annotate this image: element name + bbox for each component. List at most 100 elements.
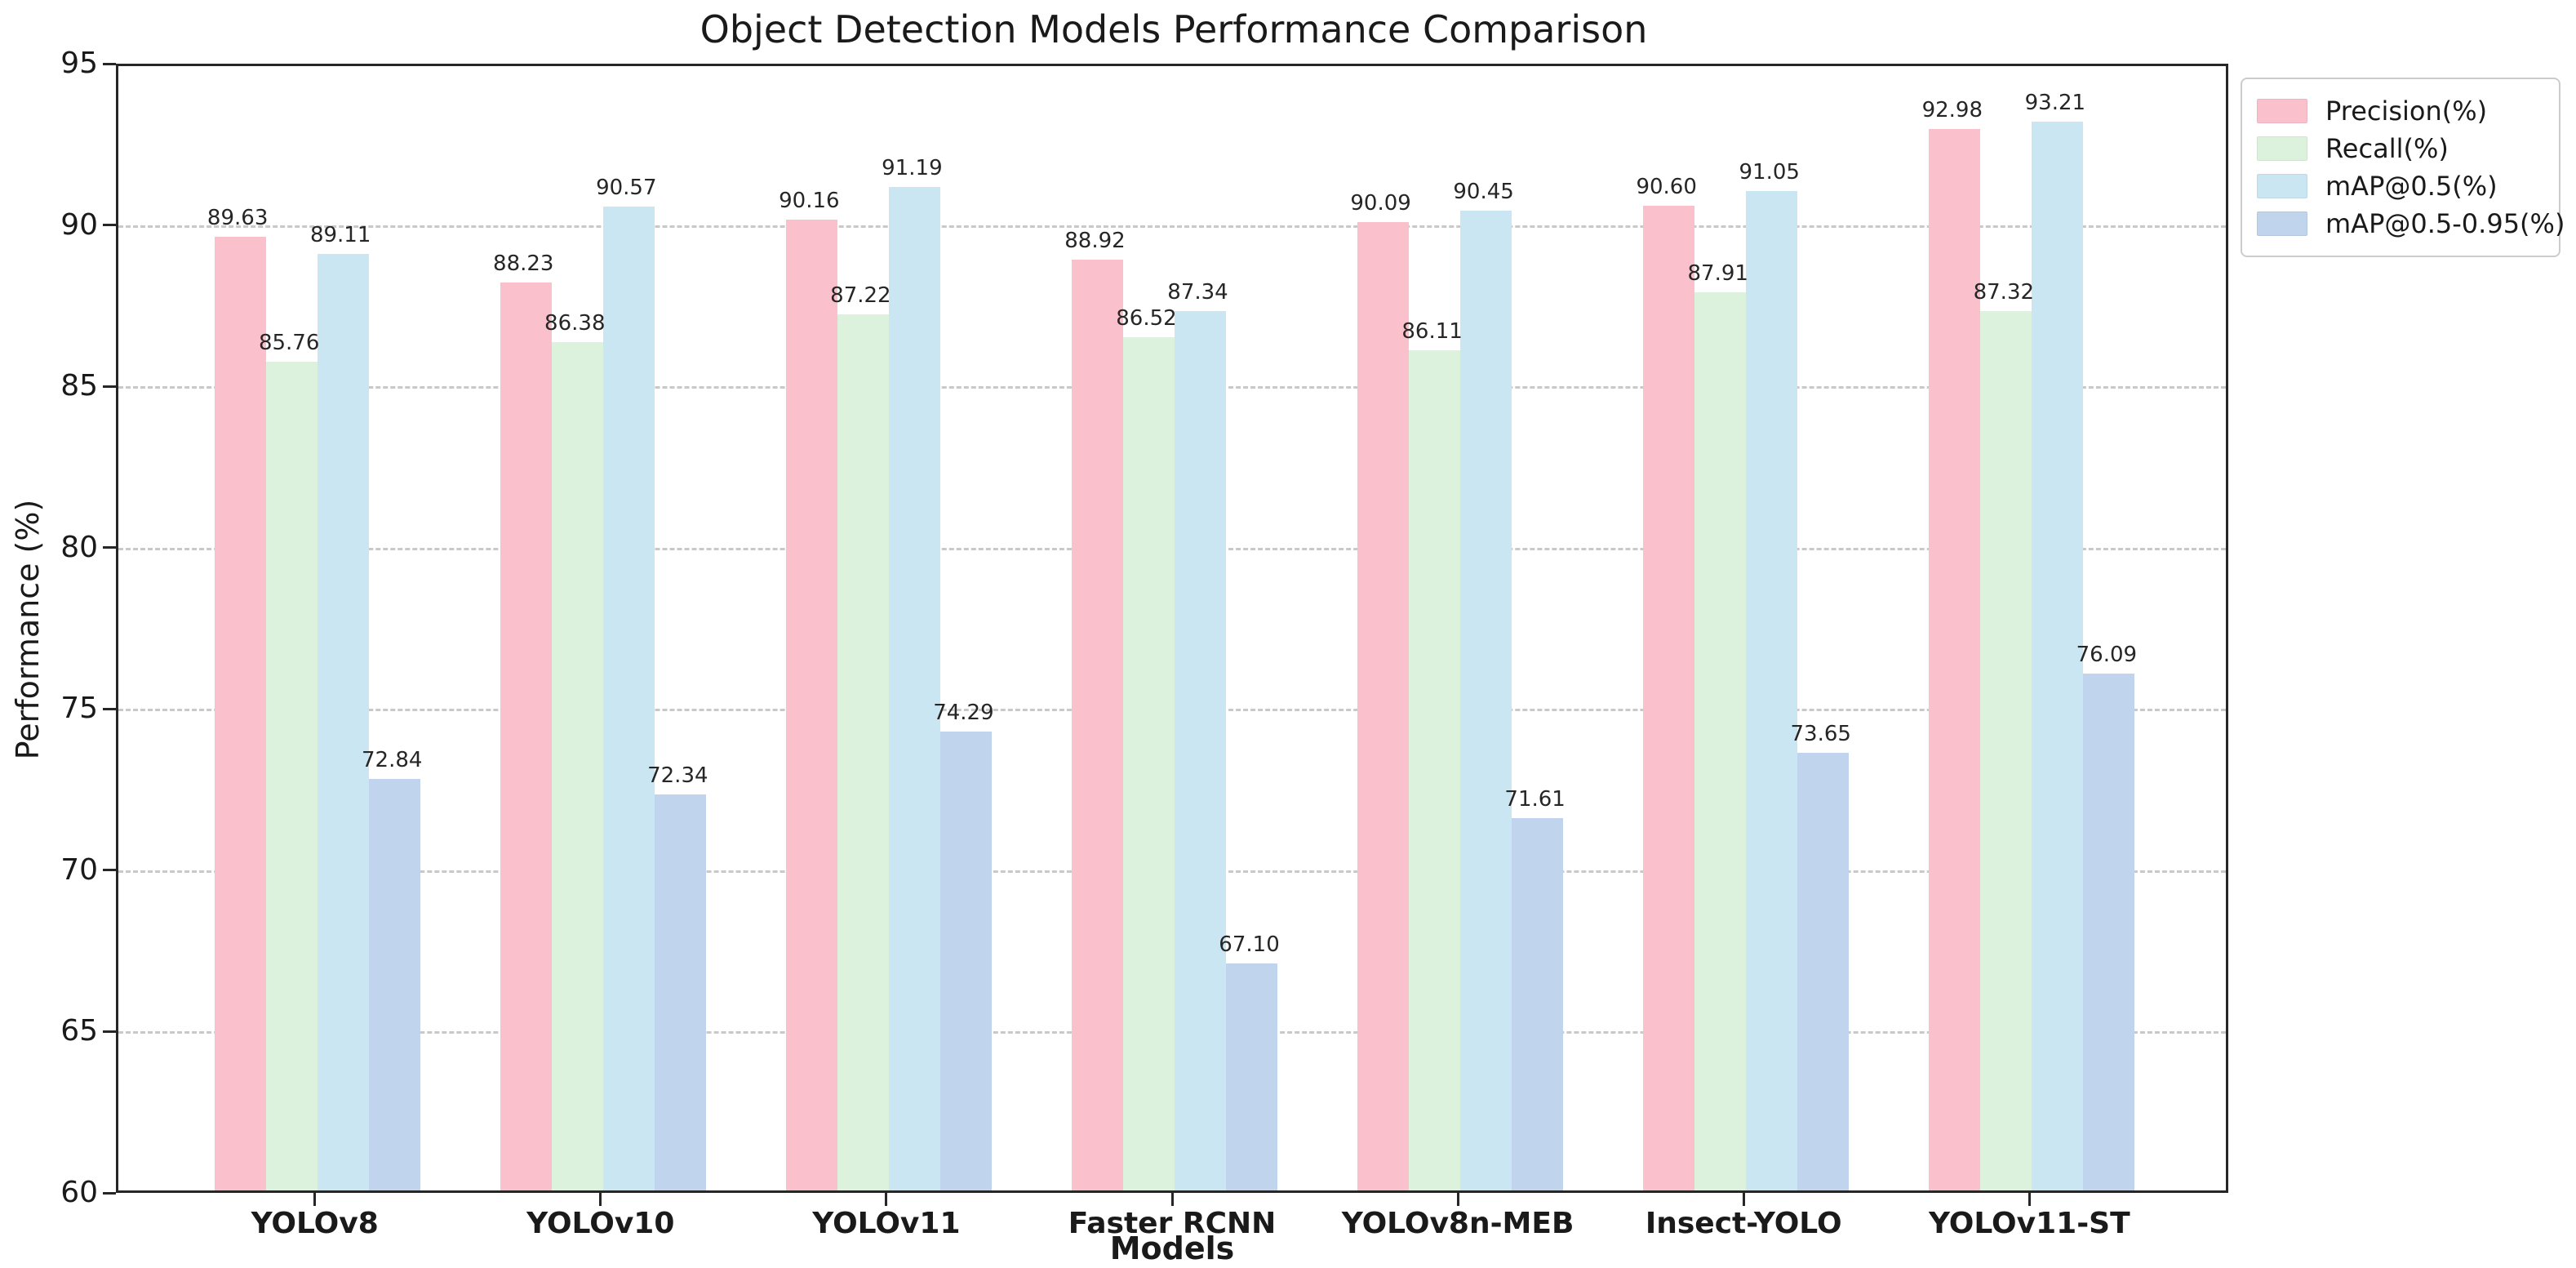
bar-Insect-YOLO-Precision(%) xyxy=(1643,205,1695,1190)
y-tick-label: 90 xyxy=(60,207,98,242)
y-tick-mark xyxy=(103,62,116,65)
legend-swatch-map50 xyxy=(2257,174,2307,198)
legend-swatch-recall xyxy=(2257,136,2307,161)
y-tick-mark xyxy=(103,385,116,388)
bar-value-label: 86.11 xyxy=(1401,319,1463,345)
y-tick-label: 95 xyxy=(60,47,98,80)
bar-YOLOv8-Recall(%) xyxy=(265,362,318,1190)
legend-swatch-map50-95 xyxy=(2257,211,2307,236)
bar-YOLOv11-ST-mAP@0.5-0.95(%) xyxy=(2083,674,2135,1190)
bar-YOLOv11-ST-mAP@0.5(%) xyxy=(2032,121,2084,1190)
bar-value-label: 90.60 xyxy=(1636,174,1697,199)
bar-YOLOv11-mAP@0.5(%) xyxy=(888,186,940,1190)
x-tick-mark xyxy=(1742,1193,1745,1206)
bar-YOLOv8-mAP@0.5(%) xyxy=(317,253,369,1190)
bar-Faster RCNN-Precision(%) xyxy=(1071,260,1123,1190)
bar-Insect-YOLO-Recall(%) xyxy=(1694,292,1747,1190)
bar-value-label: 76.09 xyxy=(2076,643,2138,668)
bar-YOLOv11-Recall(%) xyxy=(837,314,889,1190)
bar-Insect-YOLO-mAP@0.5(%) xyxy=(1746,191,1798,1190)
bar-value-label: 91.19 xyxy=(882,155,943,180)
y-tick-label: 70 xyxy=(60,852,98,887)
bar-value-label: 90.09 xyxy=(1350,191,1411,216)
bar-YOLOv11-mAP@0.5-0.95(%) xyxy=(939,732,992,1190)
y-tick-mark xyxy=(103,546,116,549)
bar-YOLOv10-mAP@0.5-0.95(%) xyxy=(654,794,706,1190)
y-tick-label: 80 xyxy=(60,530,98,564)
plot-inner xyxy=(118,66,2226,1190)
bar-value-label: 88.92 xyxy=(1064,229,1126,254)
bar-value-label: 92.98 xyxy=(1921,97,1983,122)
legend-item-precision: Precision(%) xyxy=(2257,92,2544,130)
bar-value-label: 89.63 xyxy=(207,206,269,231)
bar-YOLOv8-Precision(%) xyxy=(214,237,266,1190)
y-tick-mark xyxy=(103,1030,116,1033)
bar-value-label: 85.76 xyxy=(258,331,320,356)
bar-YOLOv10-mAP@0.5(%) xyxy=(602,207,655,1190)
bar-value-label: 87.34 xyxy=(1167,279,1228,305)
gridline-y-90 xyxy=(118,225,2226,228)
bar-value-label: 87.91 xyxy=(1687,261,1748,287)
bar-YOLOv8n-MEB-mAP@0.5(%) xyxy=(1460,210,1512,1190)
legend-label-precision: Precision(%) xyxy=(2325,96,2488,127)
bar-YOLOv11-ST-Recall(%) xyxy=(1980,311,2032,1190)
legend-label-map50: mAP@0.5(%) xyxy=(2325,171,2498,202)
x-tick-label-YOLOv8n-MEB: YOLOv8n-MEB xyxy=(1341,1207,1574,1240)
y-tick-label: 65 xyxy=(60,1014,98,1048)
x-axis-label: Models xyxy=(1109,1230,1235,1266)
x-tick-mark xyxy=(599,1193,602,1206)
y-tick-label: 60 xyxy=(60,1176,98,1209)
x-tick-label-YOLOv11: YOLOv11 xyxy=(812,1207,961,1240)
y-tick-mark xyxy=(103,1191,116,1195)
bar-YOLOv8-mAP@0.5-0.95(%) xyxy=(368,778,420,1190)
bar-Faster RCNN-Recall(%) xyxy=(1122,337,1175,1190)
chart-title: Object Detection Models Performance Comp… xyxy=(700,7,1648,51)
bar-YOLOv11-ST-Precision(%) xyxy=(1929,128,1981,1190)
bar-value-label: 72.34 xyxy=(647,763,708,789)
bar-value-label: 87.22 xyxy=(830,283,891,309)
bar-YOLOv8n-MEB-Precision(%) xyxy=(1357,222,1410,1190)
bar-YOLOv8n-MEB-mAP@0.5-0.95(%) xyxy=(1512,818,1564,1190)
y-tick-mark xyxy=(103,707,116,710)
bar-YOLOv11-Precision(%) xyxy=(785,220,837,1190)
bar-Insect-YOLO-mAP@0.5-0.95(%) xyxy=(1797,752,1850,1190)
bar-value-label: 90.16 xyxy=(779,189,840,214)
legend-item-recall: Recall(%) xyxy=(2257,130,2544,167)
legend-swatch-precision xyxy=(2257,99,2307,123)
bar-value-label: 90.45 xyxy=(1453,179,1514,204)
x-tick-label-YOLOv11-ST: YOLOv11-ST xyxy=(1928,1207,2130,1240)
bar-value-label: 88.23 xyxy=(493,251,554,276)
x-tick-label-YOLOv8: YOLOv8 xyxy=(251,1207,379,1240)
x-tick-label-YOLOv10: YOLOv10 xyxy=(526,1207,675,1240)
y-tick-label: 85 xyxy=(60,369,98,403)
bar-value-label: 90.57 xyxy=(596,176,657,201)
bar-value-label: 71.61 xyxy=(1504,787,1566,812)
bar-YOLOv10-Recall(%) xyxy=(551,341,603,1190)
bar-value-label: 86.52 xyxy=(1116,306,1177,331)
bar-value-label: 87.32 xyxy=(1973,280,2035,305)
legend: Precision(%) Recall(%) mAP@0.5(%) mAP@0.… xyxy=(2241,78,2565,257)
legend-label-map50-95: mAP@0.5-0.95(%) xyxy=(2325,208,2565,239)
x-tick-label-Insect-YOLO: Insect-YOLO xyxy=(1645,1207,1842,1240)
bar-value-label: 73.65 xyxy=(1790,721,1851,746)
bar-Faster RCNN-mAP@0.5(%) xyxy=(1175,310,1227,1190)
x-tick-mark xyxy=(1456,1193,1459,1206)
bar-YOLOv10-Precision(%) xyxy=(500,282,552,1190)
bar-value-label: 89.11 xyxy=(309,222,371,247)
bar-value-label: 72.84 xyxy=(361,747,423,772)
legend-item-map50-95: mAP@0.5-0.95(%) xyxy=(2257,205,2565,242)
y-tick-label: 75 xyxy=(60,692,98,726)
legend-label-recall: Recall(%) xyxy=(2325,133,2449,164)
x-tick-mark xyxy=(1170,1193,1174,1206)
legend-item-map50: mAP@0.5(%) xyxy=(2257,167,2544,205)
x-tick-mark xyxy=(313,1193,317,1206)
x-tick-mark xyxy=(885,1193,888,1206)
y-axis-label: Performance (%) xyxy=(10,499,46,760)
y-tick-mark xyxy=(103,869,116,872)
bar-value-label: 74.29 xyxy=(933,701,994,726)
y-tick-mark xyxy=(103,224,116,227)
bar-Faster RCNN-mAP@0.5-0.95(%) xyxy=(1226,963,1278,1190)
bar-YOLOv8n-MEB-Recall(%) xyxy=(1409,350,1461,1190)
bar-value-label: 91.05 xyxy=(1739,160,1800,185)
